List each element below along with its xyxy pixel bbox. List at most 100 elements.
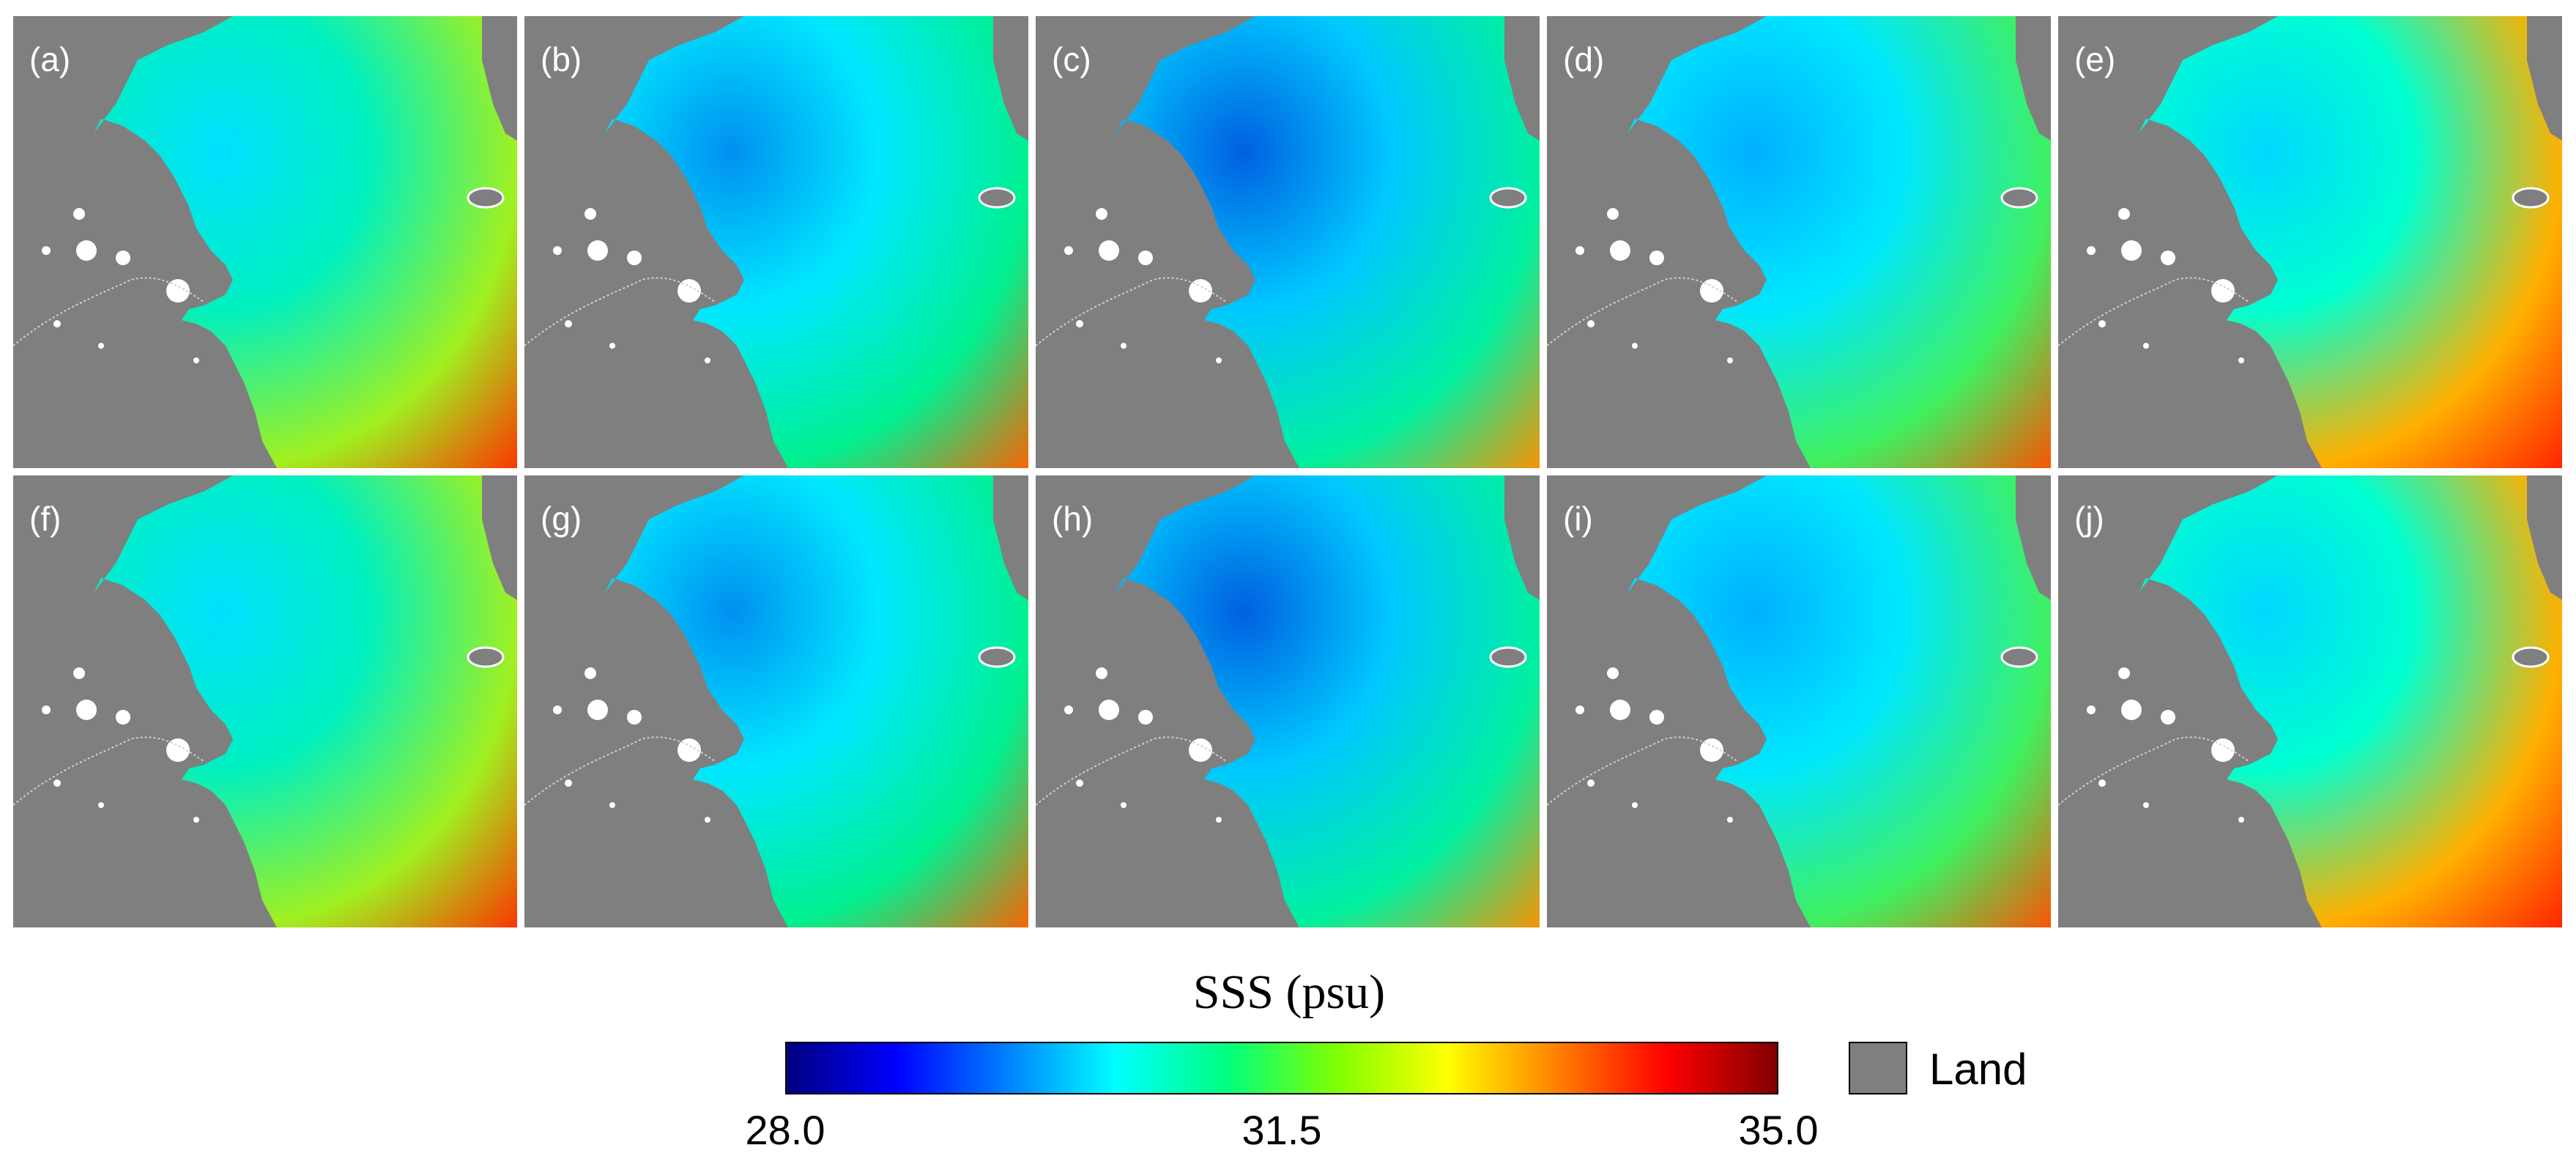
- lake-marker: [2118, 667, 2130, 679]
- sss-map-panel: (b): [524, 16, 1028, 468]
- island: [2512, 187, 2550, 209]
- sea-salinity-field: [1627, 16, 2051, 468]
- sss-map: [1036, 16, 1540, 468]
- island: [1489, 187, 1527, 209]
- lake-marker: [553, 705, 562, 714]
- lake-marker: [1099, 240, 1119, 261]
- panel-label: (i): [1563, 500, 1593, 538]
- sss-map: [2058, 475, 2562, 927]
- lake-marker: [705, 357, 710, 363]
- lake-marker: [1727, 817, 1733, 823]
- lake-marker: [42, 246, 51, 255]
- lake-marker: [1575, 246, 1584, 255]
- sss-map: [13, 475, 517, 927]
- lake-marker: [1189, 279, 1212, 303]
- sss-map: [524, 475, 1028, 927]
- land-legend-label: Land: [1929, 1045, 2027, 1094]
- lake-marker: [1727, 357, 1733, 363]
- lake-marker: [1587, 779, 1595, 787]
- sss-map-panel: (e): [2058, 16, 2562, 468]
- lake-marker: [2121, 700, 2142, 720]
- lake-marker: [1064, 246, 1073, 255]
- lake-marker: [2143, 802, 2149, 808]
- lake-marker: [116, 710, 130, 725]
- colorbar-mid-label: 31.5: [1241, 1107, 1322, 1153]
- lake-marker: [1096, 667, 1107, 679]
- lake-marker: [1607, 208, 1619, 220]
- sss-map: [13, 16, 517, 468]
- river-line: [1036, 277, 1227, 347]
- sea-salinity-field: [1627, 475, 2051, 927]
- lake-marker: [116, 251, 130, 265]
- island: [467, 187, 505, 209]
- lake-marker: [1649, 710, 1664, 725]
- lake-marker: [1575, 705, 1584, 714]
- lake-marker: [1607, 667, 1619, 679]
- sea-salinity-field: [2139, 475, 2562, 927]
- lake-marker: [609, 343, 615, 349]
- sea-salinity-field: [2139, 16, 2562, 468]
- lake-marker: [1121, 343, 1126, 349]
- lake-marker: [98, 343, 104, 349]
- lake-marker: [166, 279, 190, 303]
- lake-marker: [678, 738, 701, 762]
- lake-marker: [678, 279, 701, 303]
- lake-marker: [2238, 817, 2244, 823]
- river-line: [1547, 736, 1738, 806]
- sss-map-grid: (a) (b) (c) (d) (e) (f) (g) (h) (i) (j): [13, 16, 2562, 927]
- lake-marker: [76, 240, 97, 261]
- river-line: [13, 277, 204, 347]
- sss-map: [2058, 16, 2562, 468]
- island: [978, 646, 1016, 668]
- lake-marker: [2161, 710, 2175, 725]
- sea-salinity-field: [605, 475, 1028, 927]
- lake-marker: [42, 705, 51, 714]
- lake-marker: [1610, 240, 1630, 261]
- land-legend-swatch: [1849, 1042, 1907, 1094]
- sss-map-panel: (f): [13, 475, 517, 927]
- lake-marker: [1587, 320, 1595, 327]
- panel-label: (d): [1563, 40, 1605, 78]
- panel-label: (g): [541, 500, 582, 538]
- panel-label: (h): [1052, 500, 1094, 538]
- panel-label: (j): [2074, 500, 2104, 538]
- colorbar-title: SSS (psu): [1192, 966, 1386, 1019]
- colorbar-min-label: 28.0: [745, 1107, 825, 1153]
- island: [978, 187, 1016, 209]
- sss-map-panel: (d): [1547, 16, 2051, 468]
- lake-marker: [193, 357, 199, 363]
- lake-marker: [1076, 320, 1083, 327]
- lake-marker: [193, 817, 199, 823]
- lake-marker: [2098, 320, 2106, 327]
- lake-marker: [565, 320, 572, 327]
- lake-marker: [1138, 710, 1153, 725]
- lake-marker: [2087, 246, 2096, 255]
- lake-marker: [98, 802, 104, 808]
- sea-salinity-field: [1116, 475, 1540, 927]
- island: [2000, 187, 2038, 209]
- panel-label: (a): [29, 40, 71, 78]
- island: [2000, 646, 2038, 668]
- lake-marker: [1216, 357, 1222, 363]
- river-line: [524, 277, 716, 347]
- lake-marker: [73, 667, 85, 679]
- sss-map-panel: (i): [1547, 475, 2051, 927]
- lake-marker: [1216, 817, 1222, 823]
- lake-marker: [2161, 251, 2175, 265]
- sss-map-panel: (j): [2058, 475, 2562, 927]
- lake-marker: [53, 779, 61, 787]
- lake-marker: [584, 667, 596, 679]
- sea-salinity-field: [1116, 16, 1540, 468]
- lake-marker: [2087, 705, 2096, 714]
- lake-marker: [1610, 700, 1630, 720]
- lake-marker: [1096, 208, 1107, 220]
- panel-label: (c): [1052, 40, 1091, 78]
- lake-marker: [2238, 357, 2244, 363]
- lake-marker: [627, 710, 642, 725]
- lake-marker: [2211, 738, 2235, 762]
- lake-marker: [1649, 251, 1664, 265]
- lake-marker: [2143, 343, 2149, 349]
- river-line: [1036, 736, 1227, 806]
- river-line: [1547, 277, 1738, 347]
- lake-marker: [53, 320, 61, 327]
